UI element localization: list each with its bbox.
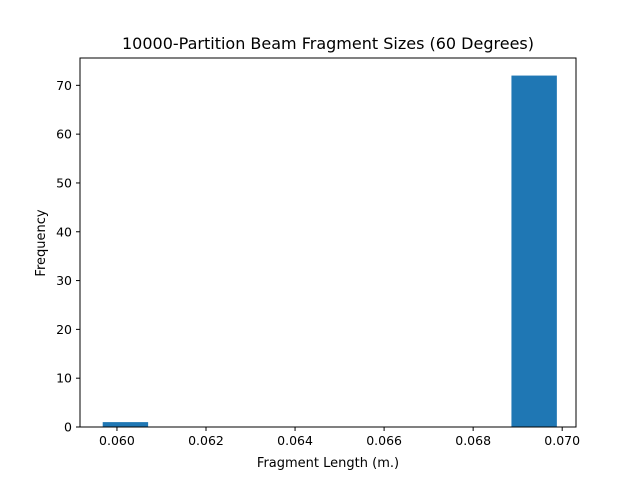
y-tick-label: 40 <box>56 224 72 239</box>
y-tick-label: 10 <box>56 371 72 386</box>
x-tick-label: 0.060 <box>99 433 135 448</box>
y-tick-label: 20 <box>56 322 72 337</box>
y-tick-label: 60 <box>56 127 72 142</box>
x-tick-label: 0.068 <box>455 433 491 448</box>
histogram-bars <box>102 75 557 428</box>
x-tick-label: 0.070 <box>544 433 580 448</box>
x-tick-label: 0.064 <box>277 433 313 448</box>
x-tick-label: 0.066 <box>366 433 402 448</box>
y-axis-ticks: 0 10 20 30 40 50 60 70 <box>56 78 80 435</box>
chart-title: 10000-Partition Beam Fragment Sizes (60 … <box>122 34 534 53</box>
y-tick-label: 0 <box>64 420 72 435</box>
x-tick-label: 0.062 <box>188 433 224 448</box>
y-tick-label: 30 <box>56 273 72 288</box>
x-axis-label: Fragment Length (m.) <box>257 456 399 471</box>
histogram-bar-9 <box>511 75 557 428</box>
y-tick-label: 50 <box>56 175 72 190</box>
x-axis-ticks: 0.060 0.062 0.064 0.066 0.068 0.070 <box>99 427 580 448</box>
plot-area-frame <box>79 57 577 428</box>
histogram-bar-0 <box>102 422 149 427</box>
y-tick-label: 70 <box>56 78 72 93</box>
y-axis-label: Frequency <box>34 209 49 276</box>
